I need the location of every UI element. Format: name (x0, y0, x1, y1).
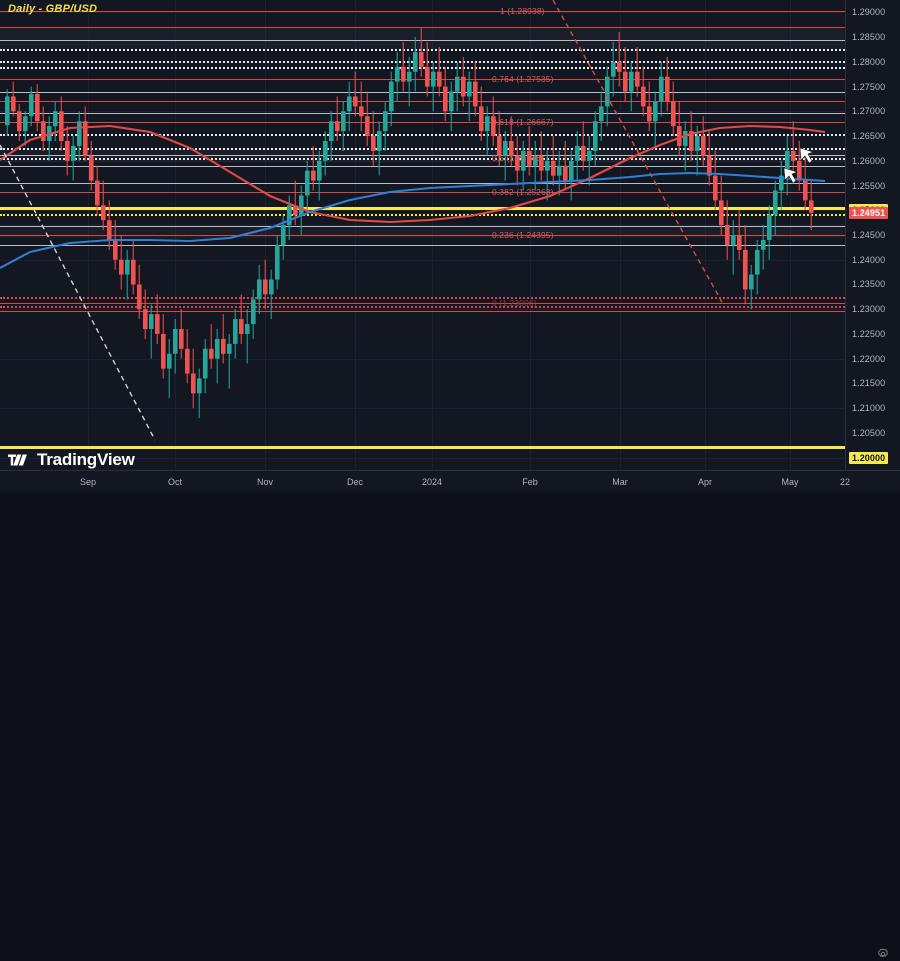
study-line-dotted-white (0, 49, 845, 51)
study-line-dotted-white (0, 67, 845, 69)
fib-level-label-0-5: 0.5 (1.25946) (492, 153, 544, 163)
time-axis-label: 2024 (421, 477, 443, 487)
price-axis-label: 1.28500 (852, 32, 886, 43)
study-line-dotted-white (0, 148, 845, 150)
study-line-dotted-red (0, 306, 845, 308)
fib-level-label-0-618: 0.618 (1.26667) (492, 117, 554, 127)
grid-line-horizontal (0, 457, 845, 459)
study-line-dotted-red (0, 297, 845, 299)
price-axis-label: 1.28000 (852, 56, 886, 67)
study-line-white (0, 183, 845, 184)
grid-line-horizontal (0, 358, 845, 360)
chart-title: Daily - GBP/USD (8, 3, 98, 15)
study-line-red (0, 192, 845, 193)
shaded-band (0, 27, 845, 49)
study-line-white (0, 155, 845, 156)
study-line-red (0, 303, 845, 304)
fib-level-label-0: 0 (1.23006) (492, 298, 537, 308)
study-line-red (0, 235, 845, 236)
study-line-white (0, 226, 845, 227)
tradingview-logo-icon (8, 452, 30, 468)
fib-level-label-0-236: 0.236 (1.24395) (492, 230, 554, 240)
tradingview-branding: TradingView (8, 450, 135, 470)
time-axis-label: Mar (612, 477, 628, 487)
time-axis-label: Oct (167, 477, 183, 487)
price-axis-label: 1.29000 (852, 7, 886, 18)
price-axis-label: 1.25500 (852, 180, 886, 191)
study-line-dotted-white (0, 61, 845, 63)
price-axis-label: 1.24500 (852, 230, 886, 240)
time-axis-label: Apr (697, 477, 713, 487)
price-axis-label: 1.23500 (852, 279, 886, 290)
current-price-badge: 1.24951 (849, 206, 889, 219)
price-axis-label: 1.26500 (852, 131, 886, 142)
study-line-white (0, 245, 845, 246)
study-line-red (0, 79, 845, 80)
price-axis-label: 1.20000 (849, 451, 889, 464)
price-axis-label: 1.27000 (852, 106, 886, 117)
fib-level-label-1: 1 (1.28938) (500, 6, 545, 16)
price-axis-label: 1.21500 (852, 378, 886, 389)
study-line-white (0, 113, 845, 114)
grid-line-horizontal (0, 111, 845, 113)
price-axis[interactable]: 1.29000 1.28500 1.28000 1.27500 1.27000 1.265… (845, 0, 900, 470)
time-axis-label: 22 (839, 477, 851, 487)
grid-line-horizontal (0, 210, 845, 212)
chart-plot-area[interactable]: 1 (1.28938) 0.764 (1.27535) 0.618 (1.26667… (0, 0, 845, 470)
study-line-white (0, 166, 845, 167)
gear-icon[interactable] (876, 947, 890, 961)
time-axis-label: Dec (346, 477, 364, 487)
time-axis-label: Feb (522, 477, 538, 487)
price-axis-label: 1.20500 (852, 427, 886, 438)
grid-line-horizontal (0, 408, 845, 410)
price-axis-label: 1.21000 (852, 403, 886, 414)
fib-level-label-0-764: 0.764 (1.27535) (492, 74, 554, 84)
study-line-red (0, 11, 845, 12)
study-line-red (0, 27, 845, 28)
study-line-yellow (0, 446, 845, 449)
grid-line-horizontal (0, 309, 845, 311)
grid-line-horizontal (0, 259, 845, 261)
time-axis-label: Nov (256, 477, 274, 487)
study-line-white (0, 40, 845, 41)
study-line-dotted-white (0, 158, 845, 160)
price-axis-label: 1.26000 (852, 155, 886, 166)
price-axis-label: 1.27500 (852, 81, 886, 92)
study-line-dotted-yellow (0, 214, 845, 216)
time-axis[interactable]: Sep Oct Nov Dec 2024 Feb Mar Apr May 22 (0, 470, 900, 958)
study-line-yellow (0, 207, 845, 210)
study-line-red (0, 122, 845, 123)
study-line-red (0, 311, 845, 312)
price-axis-label: 1.24000 (852, 254, 886, 265)
grid-line-horizontal (0, 12, 845, 14)
tradingview-wordmark: TradingView (37, 450, 135, 469)
price-axis-label: 1.22500 (852, 328, 886, 339)
price-axis-label: 1.23000 (852, 304, 886, 315)
time-axis-label: May (781, 477, 799, 487)
time-axis-label: Sep (79, 477, 97, 487)
study-line-white (0, 92, 845, 93)
study-line-red (0, 101, 845, 102)
price-axis-label: 1.22000 (852, 353, 886, 364)
study-line-dotted-white (0, 134, 845, 136)
fib-level-label-0-382: 0.382 (1.25263) (492, 187, 554, 197)
